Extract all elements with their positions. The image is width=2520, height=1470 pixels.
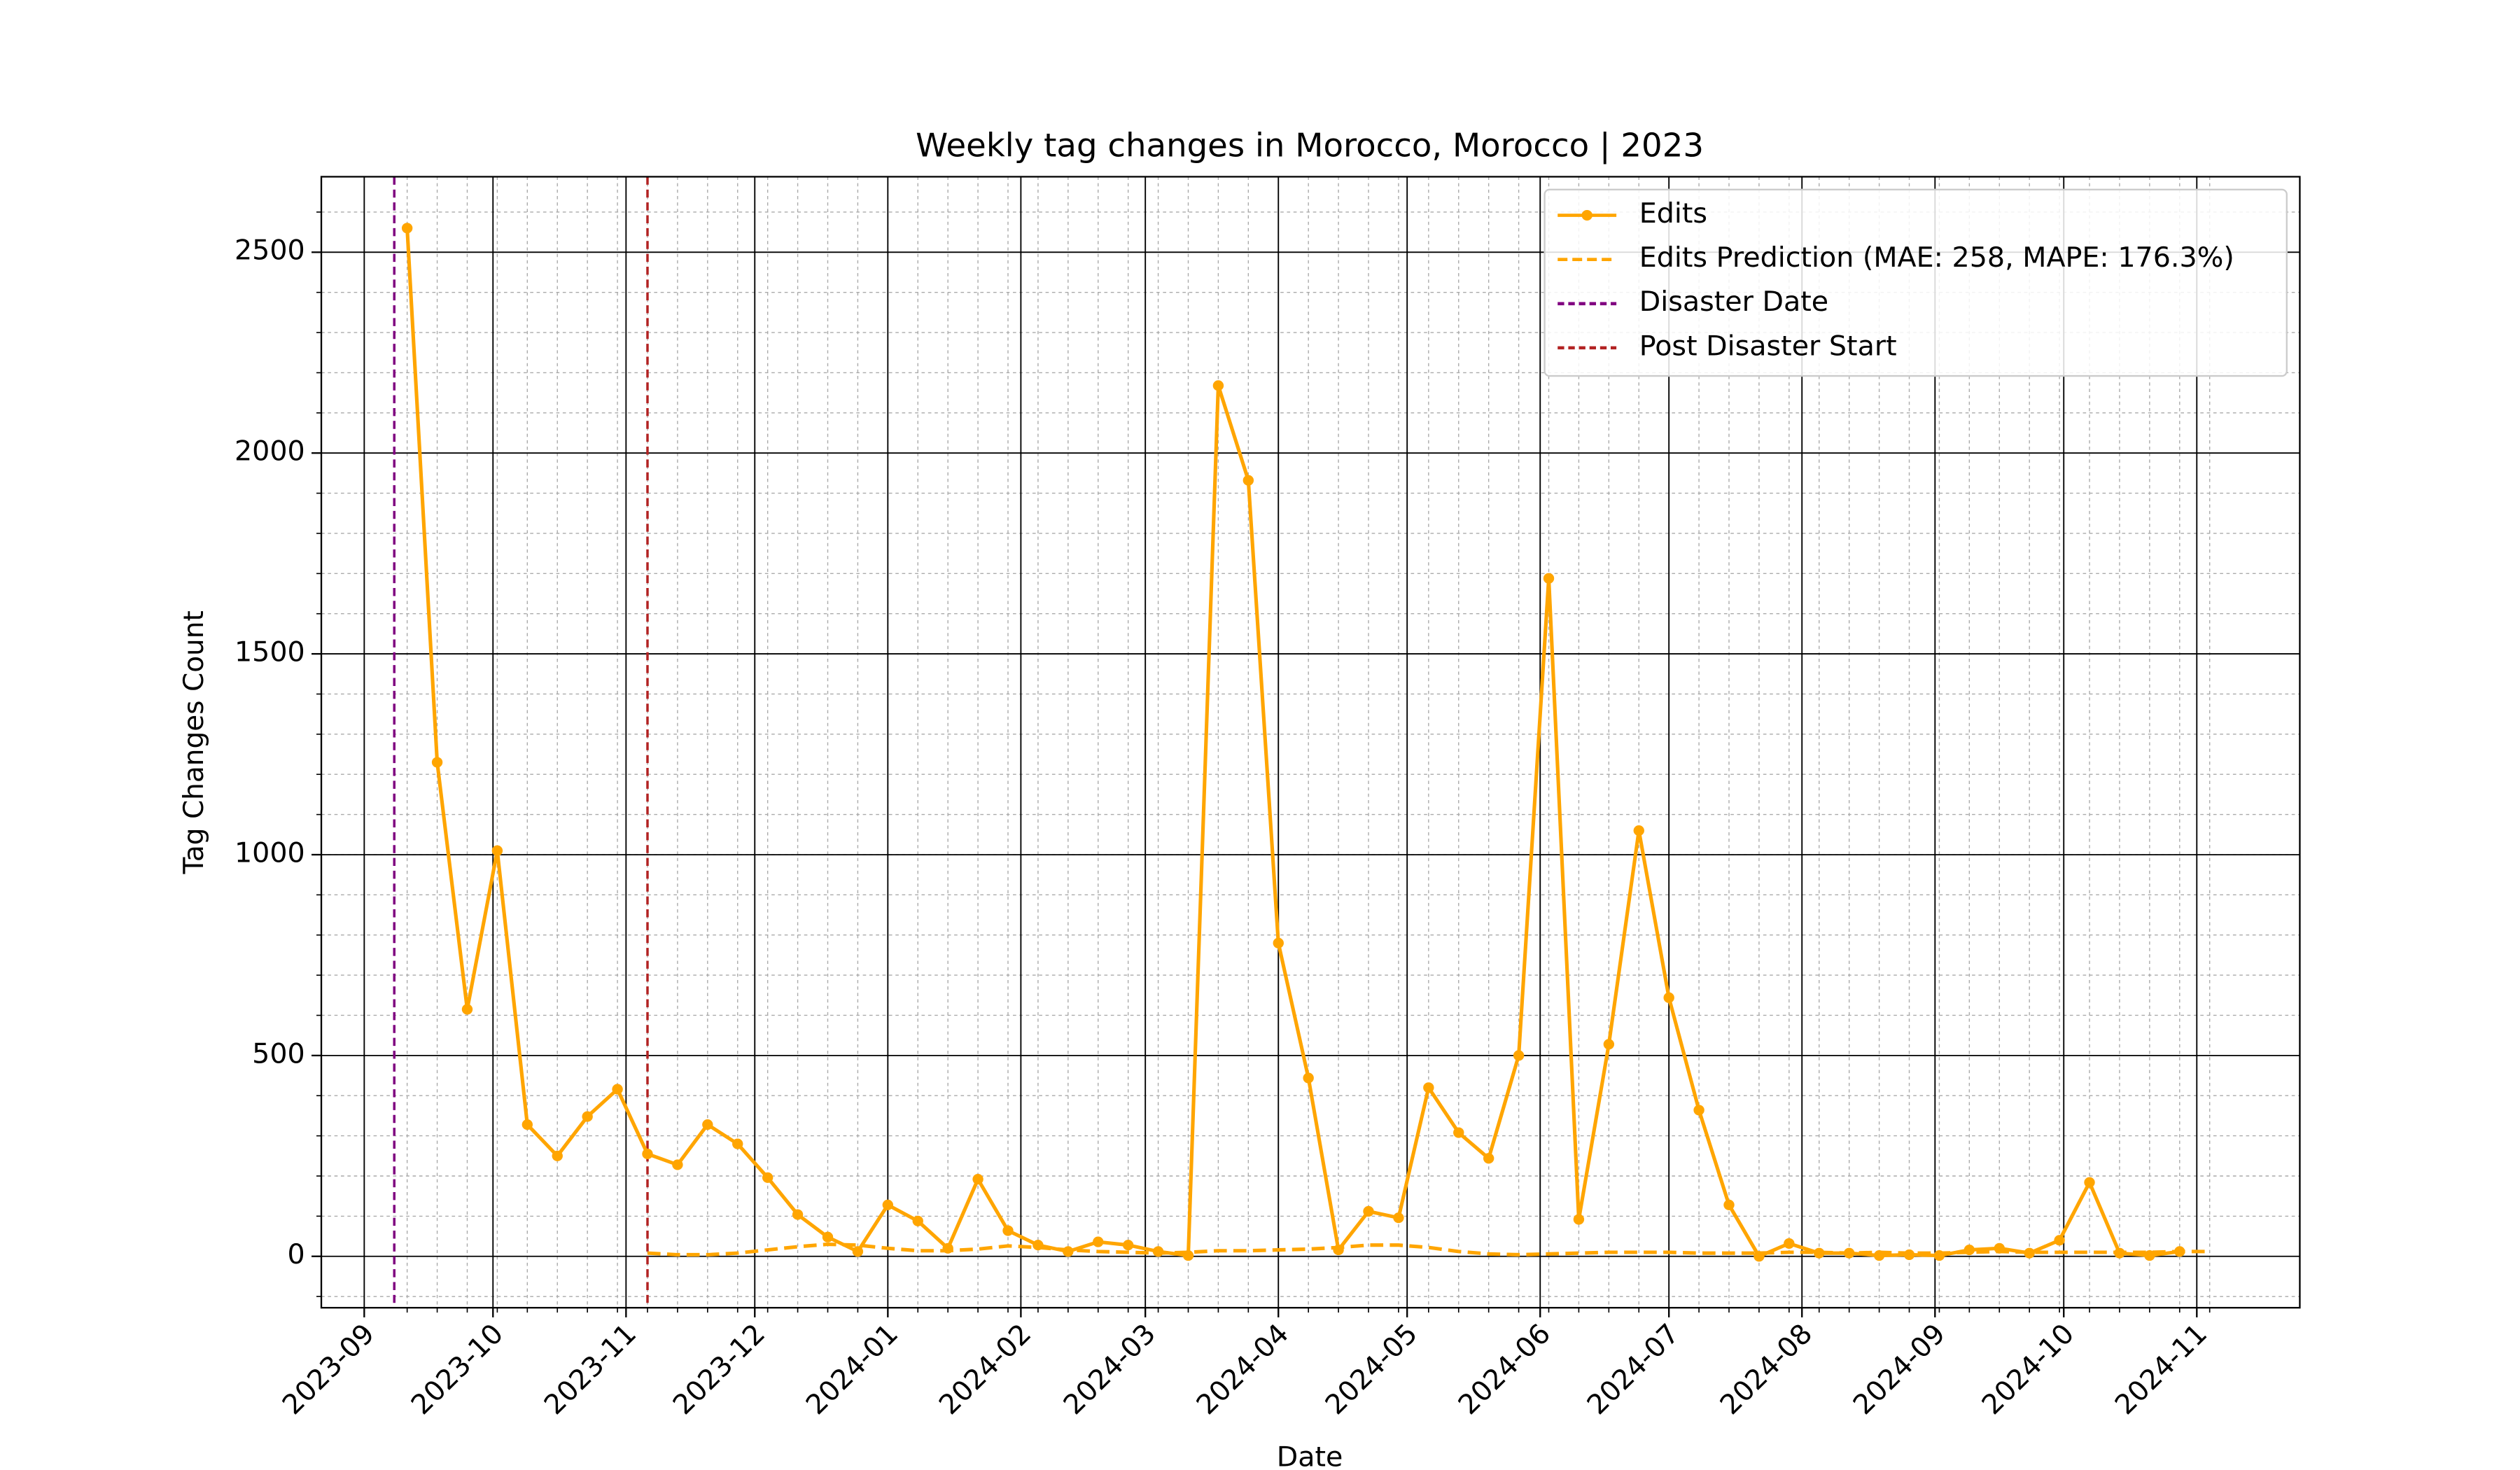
data-point	[1784, 1238, 1795, 1249]
data-point	[822, 1231, 834, 1242]
data-point	[762, 1172, 774, 1183]
data-point	[1242, 475, 1254, 486]
data-point	[1723, 1199, 1735, 1210]
data-point	[1303, 1072, 1314, 1084]
data-line	[405, 227, 2180, 1259]
x-axis-label: Date	[1277, 1442, 1343, 1470]
data-point	[672, 1159, 683, 1170]
x-tick-label: 2023-10	[405, 1318, 510, 1421]
data-point	[582, 1111, 593, 1122]
x-tick-label: 2023-11	[538, 1318, 643, 1421]
data-point	[2144, 1250, 2155, 1261]
data-point	[401, 223, 413, 234]
data-point	[1633, 825, 1644, 836]
legend-label: Post Disaster Start	[1639, 331, 1897, 363]
legend-box	[1544, 188, 2288, 377]
legend-marker	[1581, 209, 1592, 221]
data-point	[1483, 1153, 1494, 1164]
data-point	[1393, 1212, 1404, 1224]
x-tick-label: 2023-12	[667, 1318, 771, 1421]
x-tick-label: 2024-05	[1320, 1318, 1424, 1421]
x-tick-label: 2024-04	[1191, 1318, 1295, 1421]
data-point	[1212, 380, 1224, 391]
y-tick-label: 500	[252, 1039, 305, 1070]
legend-label: Disaster Date	[1639, 286, 1828, 318]
data-point	[852, 1246, 864, 1257]
plot-frame	[320, 176, 2301, 1309]
data-point	[792, 1209, 804, 1220]
data-point	[1273, 937, 1284, 948]
data-point	[461, 1004, 473, 1015]
data-point	[1363, 1205, 1374, 1217]
data-point	[1543, 573, 1555, 584]
data-point	[612, 1084, 623, 1095]
data-point	[1122, 1240, 1134, 1251]
data-point	[1814, 1247, 1825, 1259]
y-axis-label: Tag Changes Count	[178, 610, 210, 874]
y-tick-label: 2500	[234, 235, 305, 267]
data-point	[1002, 1225, 1014, 1236]
x-tick-label: 2024-08	[1714, 1318, 1819, 1421]
legend-label: Edits Prediction (MAE: 258, MAPE: 176.3%…	[1639, 242, 2234, 274]
data-point	[1573, 1214, 1585, 1225]
data-point	[1513, 1050, 1525, 1061]
data-point	[912, 1215, 923, 1226]
y-tick-label: 0	[288, 1239, 305, 1270]
y-tick-label: 1500	[234, 637, 305, 668]
x-tick-label: 2024-01	[800, 1318, 904, 1421]
data-point	[1693, 1105, 1704, 1116]
x-tick-label: 2023-09	[276, 1318, 381, 1421]
x-tick-label: 2024-06	[1452, 1318, 1557, 1421]
y-tick-label: 2000	[234, 436, 305, 468]
data-point	[1603, 1039, 1615, 1050]
data-point	[702, 1119, 713, 1130]
data-point	[2054, 1235, 2065, 1246]
data-point	[1093, 1236, 1104, 1247]
x-tick-label: 2024-09	[1847, 1318, 1952, 1421]
data-line	[647, 1242, 2210, 1256]
x-tick-label: 2024-03	[1058, 1318, 1162, 1421]
data-point	[431, 757, 443, 768]
data-point	[882, 1199, 894, 1210]
data-point	[972, 1174, 983, 1185]
y-tick-label: 1000	[234, 838, 305, 869]
data-point	[491, 845, 503, 856]
x-tick-label: 2024-10	[1976, 1318, 2080, 1421]
data-point	[522, 1119, 533, 1130]
chart-title: Weekly tag changes in Morocco, Morocco |…	[916, 127, 1704, 165]
data-point	[732, 1138, 743, 1149]
data-point	[2024, 1247, 2035, 1259]
x-tick-label: 2024-07	[1581, 1318, 1686, 1421]
data-point	[552, 1150, 563, 1161]
legend-label: Edits	[1639, 198, 1707, 230]
x-tick-label: 2024-02	[933, 1318, 1037, 1421]
x-tick-label: 2024-11	[2109, 1318, 2213, 1421]
data-point	[2084, 1177, 2095, 1188]
data-point	[1423, 1082, 1434, 1093]
data-point	[1453, 1127, 1464, 1138]
data-point	[1663, 992, 1674, 1003]
data-point	[642, 1148, 653, 1160]
